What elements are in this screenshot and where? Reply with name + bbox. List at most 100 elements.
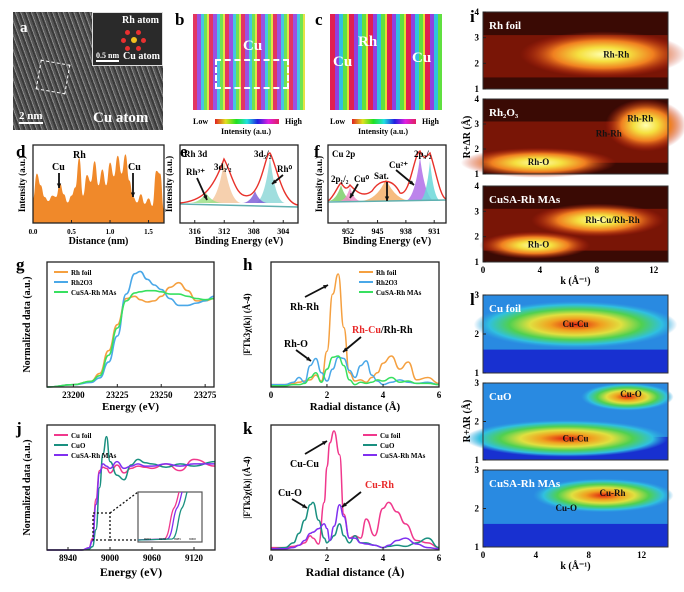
h-legend-label: Rh foil bbox=[376, 269, 396, 277]
colorbar-high: High bbox=[285, 117, 302, 126]
j-inset-series-0 bbox=[137, 491, 180, 541]
panel-i-label: i bbox=[470, 7, 475, 26]
h-arrow-rhrh-head bbox=[323, 285, 328, 290]
i-xtick-label: 4 bbox=[538, 265, 543, 275]
j-xlabel: Energy (eV) bbox=[100, 565, 162, 579]
panel-f-label: f bbox=[314, 142, 320, 161]
i-sub2-frame bbox=[482, 185, 669, 263]
f-envelope bbox=[327, 150, 447, 202]
j-inset-series-2 bbox=[137, 491, 188, 541]
l-ytick-label: 3 bbox=[475, 290, 480, 300]
d-xtick-label: 0.0 bbox=[29, 228, 38, 236]
h-legend-label: CuSA-Rh MAs bbox=[376, 289, 422, 297]
e-ylabel: Intensity (a.u.) bbox=[164, 156, 174, 212]
g-xtick-label: 23200 bbox=[62, 390, 85, 400]
l-sub2-title: CuSA-Rh MAs bbox=[489, 478, 561, 490]
i-sub0-title: Rh foil bbox=[489, 20, 521, 32]
k-xtick-label: 2 bbox=[325, 553, 330, 563]
e-peak-rh3-52 bbox=[241, 191, 269, 203]
panel-b-label: b bbox=[175, 10, 185, 29]
l-sub1-title: CuO bbox=[489, 391, 512, 403]
panel-e-label: e bbox=[180, 142, 188, 161]
panel-g-label: g bbox=[16, 255, 25, 274]
h-series-2 bbox=[271, 355, 440, 387]
h-xtick-label: 2 bbox=[325, 390, 330, 400]
e-arrow-rh0-head bbox=[272, 179, 277, 184]
d-xtick-label: 1.0 bbox=[106, 228, 115, 236]
dashed-box bbox=[215, 59, 289, 89]
k-ylabel: |FTk3χ(k)| (Å-4) bbox=[242, 456, 252, 518]
e-xtick-label: 304 bbox=[277, 227, 289, 236]
l-xtick-label: 0 bbox=[481, 550, 486, 560]
i-sub2-annot-1: Rh-O bbox=[528, 240, 550, 250]
scale-bar: 2 nm bbox=[19, 110, 43, 124]
d-ylabel: Intensity (a.u.) bbox=[17, 156, 27, 212]
panel-c-label: c bbox=[315, 10, 323, 29]
g-xtick-label: 23275 bbox=[194, 390, 217, 400]
h-arrow-rhcu-head bbox=[343, 347, 348, 352]
l-ytick-label: 1 bbox=[475, 542, 480, 552]
f-arrow-cu2-head bbox=[409, 180, 414, 185]
k-xlabel: Radial distance (Å) bbox=[306, 565, 405, 579]
f-arrow-sat-head bbox=[384, 196, 390, 201]
k-legend-label: CuO bbox=[380, 442, 395, 450]
h-xtick-label: 0 bbox=[269, 390, 274, 400]
g-xlabel: Energy (eV) bbox=[102, 401, 159, 413]
cu-annotation-right: Cu bbox=[412, 50, 432, 66]
i-ytick-label: 3 bbox=[475, 119, 480, 129]
l-xtick-label: 8 bbox=[586, 550, 591, 560]
panel-c-3d-map: Rh Cu Cu bbox=[330, 14, 442, 110]
l-ytick-label: 1 bbox=[475, 455, 480, 465]
colorbar-low: Low bbox=[330, 117, 346, 126]
d-area bbox=[33, 154, 164, 223]
d-xlabel: Distance (nm) bbox=[69, 236, 129, 247]
rh-annotation: Rh bbox=[358, 34, 378, 50]
d-xtick-label: 1.5 bbox=[144, 228, 153, 236]
l-xtick-label: 12 bbox=[637, 550, 647, 560]
i-ytick-label: 4 bbox=[475, 7, 480, 17]
e-peak-3d52 bbox=[254, 157, 286, 203]
e-peak-3d32 bbox=[206, 161, 242, 203]
i-sub0-frame bbox=[482, 11, 669, 90]
d-arrow2-head bbox=[130, 192, 136, 197]
chart-h: 0 2 4 6 |FTk3χ(k)| (Å-4) Radial distance (Å) R… bbox=[242, 261, 442, 413]
f-xlabel: Binding Energy (eV) bbox=[343, 236, 431, 247]
g-series-1 bbox=[46, 270, 215, 388]
j-xtick-label: 9120 bbox=[185, 553, 204, 563]
cu-annotation-left: Cu bbox=[333, 54, 353, 70]
f-232-annot: 2p₃/₂ bbox=[414, 149, 432, 159]
e-rh0-annot: Rh⁰ bbox=[277, 164, 293, 174]
colorbar-high: High bbox=[422, 117, 439, 126]
panel-j-label: j bbox=[15, 419, 22, 438]
j-xtick-label: 8940 bbox=[59, 553, 78, 563]
e-envelope bbox=[179, 152, 299, 206]
cu-atom-annotation: Cu atom bbox=[93, 110, 149, 126]
h-rhrh-black: /Rh-Rh bbox=[380, 325, 413, 336]
d-cu2-annot: Cu bbox=[128, 162, 141, 173]
g-xtick-label: 23250 bbox=[150, 390, 173, 400]
h-series-1 bbox=[271, 356, 440, 386]
j-inset-series-1 bbox=[137, 491, 183, 541]
f-peak-cu0-212 bbox=[339, 187, 361, 201]
chart-k: 0 2 4 6 |FTk3χ(k)| (Å-4) Radial distance (Å) C… bbox=[242, 424, 442, 579]
f-sat-annot: Sat. bbox=[374, 171, 389, 181]
d-cu1-annot: Cu bbox=[52, 162, 65, 173]
i-sub1-title: Rh₂O₃ bbox=[489, 107, 519, 119]
i-xlabel: k (Å⁻¹) bbox=[560, 275, 590, 287]
k-xtick-label: 6 bbox=[437, 553, 442, 563]
k-cuo-annot: Cu-O bbox=[278, 488, 302, 499]
k-curh-annot: Cu-Rh bbox=[365, 480, 394, 491]
l-sub0-annot-0: Cu-Cu bbox=[562, 319, 588, 329]
l-sub2-annot-1: Cu-O bbox=[555, 503, 577, 513]
inset-label-cu-atom: Cu atom bbox=[123, 51, 160, 62]
l-sub0-blob-0 bbox=[473, 301, 678, 349]
e-arrow-rh3-head bbox=[203, 195, 208, 200]
i-sub1-annot-0: Rh-Rh bbox=[627, 114, 653, 124]
i-ytick-label: 3 bbox=[475, 33, 480, 43]
h-rhcu-annot: Rh-Cu/Rh-Rh bbox=[352, 325, 413, 336]
l-ytick-label: 1 bbox=[475, 368, 480, 378]
e-52-annot: 3d₅/₂ bbox=[254, 149, 272, 159]
i-sub2-title: CuSA-Rh MAs bbox=[489, 194, 561, 206]
l-sub1-blob-1 bbox=[581, 383, 674, 411]
l-ytick-label: 3 bbox=[475, 378, 480, 388]
